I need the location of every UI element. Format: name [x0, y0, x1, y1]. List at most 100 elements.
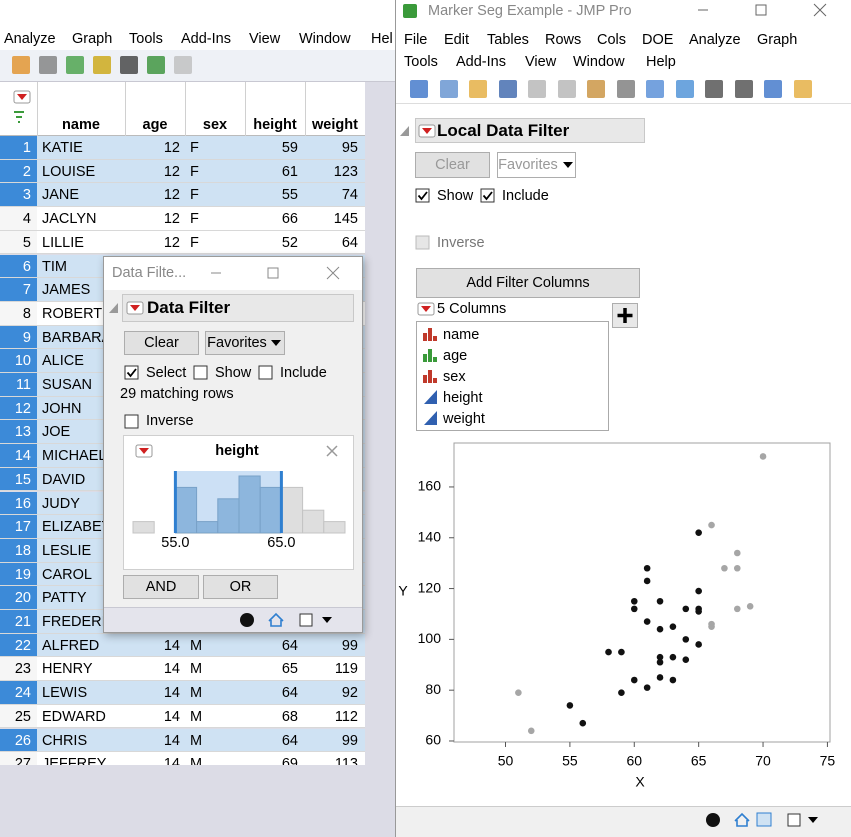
row-cells[interactable]: [37, 728, 365, 753]
checkbox-label[interactable]: Show: [437, 188, 474, 204]
cell: M: [190, 732, 203, 749]
row-number-cell[interactable]: [0, 610, 37, 634]
toolbar-icon[interactable]: [734, 80, 753, 98]
menu-item[interactable]: View: [525, 54, 557, 70]
row-cells[interactable]: [37, 159, 365, 184]
row-number-cell[interactable]: [0, 159, 37, 184]
menu-item[interactable]: Hel: [371, 31, 393, 47]
menu-item[interactable]: Analyze: [4, 31, 56, 47]
row-number-cell[interactable]: [0, 183, 37, 208]
row-cells[interactable]: [37, 183, 365, 208]
row-number-cell[interactable]: [0, 515, 37, 539]
toolbar-icon[interactable]: [793, 80, 812, 98]
toolbar-icon[interactable]: [587, 80, 605, 98]
checkbox-label[interactable]: Include: [502, 188, 549, 204]
selection-label: 65.0: [267, 535, 296, 551]
menu-item[interactable]: DOE: [642, 32, 674, 48]
menu-item[interactable]: Tables: [487, 32, 529, 48]
add-filter-columns-button[interactable]: [416, 268, 640, 298]
menu-item[interactable]: Rows: [545, 32, 582, 48]
cell: 123: [333, 163, 358, 180]
row-number-cell[interactable]: [0, 301, 37, 326]
checkbox-label[interactable]: Show: [215, 365, 252, 381]
menu-item[interactable]: Tools: [129, 31, 163, 47]
row-number-cell[interactable]: [0, 230, 37, 255]
menu-item[interactable]: Cols: [597, 32, 627, 48]
menu-item[interactable]: Add-Ins: [456, 54, 506, 70]
toolbar-icon[interactable]: [557, 80, 576, 98]
toolbar-icon[interactable]: [12, 56, 30, 74]
row-number-cell[interactable]: [0, 704, 37, 729]
toolbar-icon[interactable]: [528, 80, 546, 98]
row-number-cell[interactable]: [0, 681, 37, 705]
row-number-cell[interactable]: [0, 136, 37, 160]
row-number-cell[interactable]: [0, 278, 37, 302]
menu-item[interactable]: Help: [646, 54, 676, 70]
toolbar-icon[interactable]: [39, 56, 57, 74]
row-number-cell[interactable]: [0, 752, 37, 765]
row-number-cell[interactable]: [0, 254, 37, 279]
menu-item[interactable]: Analyze: [689, 32, 741, 48]
row-number-cell[interactable]: [0, 633, 37, 658]
row-cells[interactable]: [37, 657, 365, 682]
column-item[interactable]: sex: [443, 369, 466, 385]
row-number-cell[interactable]: [0, 396, 37, 421]
menu-item[interactable]: View: [249, 31, 281, 47]
row-number-cell[interactable]: [0, 373, 37, 397]
row-number-cell[interactable]: [0, 491, 37, 516]
column-header-label: weight: [312, 117, 358, 133]
row-number-cell[interactable]: [0, 562, 37, 587]
row-cells[interactable]: [37, 752, 365, 765]
row-number-cell[interactable]: [0, 657, 37, 682]
checkbox-label[interactable]: Select: [146, 365, 187, 381]
column-item[interactable]: age: [443, 348, 468, 364]
toolbar-icon[interactable]: [93, 56, 111, 74]
row-number-cell[interactable]: [0, 207, 37, 231]
toolbar-icon[interactable]: [498, 80, 517, 98]
toolbar-icon[interactable]: [764, 80, 782, 98]
row-number-cell[interactable]: [0, 325, 37, 350]
toolbar-icon[interactable]: [646, 80, 664, 98]
row-number-cell[interactable]: [0, 420, 37, 445]
row-cells[interactable]: [37, 633, 365, 658]
row-cells[interactable]: [37, 681, 365, 705]
clear-button[interactable]: [415, 152, 490, 178]
menu-item[interactable]: Graph: [757, 32, 798, 48]
menu-item[interactable]: Window: [573, 54, 625, 70]
row-number-cell[interactable]: [0, 538, 37, 563]
row-number-cell[interactable]: [0, 467, 37, 492]
row-cells[interactable]: [37, 136, 365, 160]
column-item[interactable]: weight: [443, 411, 485, 427]
or-button[interactable]: [203, 575, 278, 599]
toolbar-icon[interactable]: [705, 80, 723, 98]
clear-button[interactable]: [124, 331, 199, 355]
toolbar-icon[interactable]: [66, 56, 84, 74]
row-number-cell[interactable]: [0, 586, 37, 610]
checkbox-label[interactable]: Include: [280, 365, 327, 381]
menu-item[interactable]: Tools: [404, 54, 438, 70]
checkbox-label[interactable]: Inverse: [146, 413, 194, 429]
row-cells[interactable]: [37, 230, 365, 255]
column-item[interactable]: name: [443, 327, 480, 343]
menu-item[interactable]: Edit: [444, 32, 469, 48]
and-button[interactable]: [123, 575, 199, 599]
row-cells[interactable]: [37, 207, 365, 231]
column-item[interactable]: height: [443, 390, 483, 406]
toolbar-icon[interactable]: [469, 80, 487, 98]
toolbar-icon[interactable]: [675, 80, 694, 98]
toolbar-icon[interactable]: [174, 56, 192, 74]
menu-item[interactable]: Add-Ins: [181, 31, 231, 47]
toolbar-icon[interactable]: [439, 80, 458, 98]
menu-item[interactable]: Graph: [72, 31, 113, 47]
toolbar-icon[interactable]: [120, 56, 138, 74]
row-number-cell[interactable]: [0, 444, 37, 468]
toolbar-icon[interactable]: [616, 80, 635, 98]
row-cells[interactable]: [37, 704, 365, 729]
menu-item[interactable]: File: [404, 32, 428, 48]
favorites-button[interactable]: [497, 152, 576, 178]
row-number-cell[interactable]: [0, 728, 37, 753]
menu-item[interactable]: Window: [299, 31, 351, 47]
row-number-cell[interactable]: [0, 349, 37, 373]
toolbar-icon[interactable]: [410, 80, 428, 98]
toolbar-icon[interactable]: [147, 56, 165, 74]
